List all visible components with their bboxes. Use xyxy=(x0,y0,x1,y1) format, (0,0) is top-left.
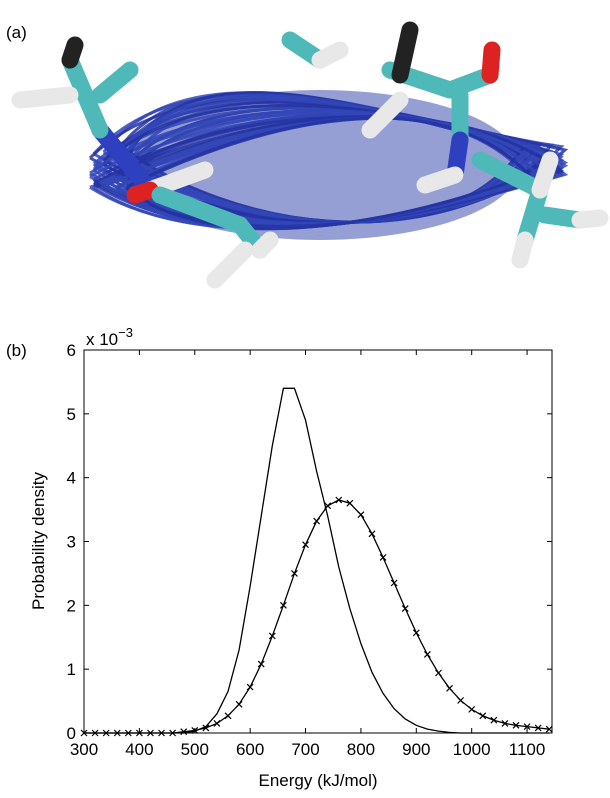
multiplier-exponent: −3 xyxy=(118,325,133,340)
point-marker xyxy=(490,716,498,724)
point-marker xyxy=(246,683,254,691)
point-marker xyxy=(147,729,154,737)
x-tick-label: 1000 xyxy=(453,740,491,759)
bond-stick xyxy=(311,41,349,69)
point-marker xyxy=(324,502,332,510)
point-marker xyxy=(124,729,132,737)
y-tick-label: 1 xyxy=(67,660,76,679)
point-marker xyxy=(235,700,243,708)
point-marker xyxy=(191,727,199,734)
point-marker xyxy=(346,499,354,507)
point-marker xyxy=(291,569,298,577)
y-tick-label: 6 xyxy=(67,341,76,360)
bond-stick xyxy=(206,241,254,289)
point-marker xyxy=(102,729,110,737)
multiplier-base: x 10 xyxy=(86,330,118,349)
point-marker xyxy=(158,729,165,737)
axis-multiplier: x 10−3 xyxy=(86,325,133,349)
point-marker xyxy=(357,511,365,519)
y-axis-label: Probability density xyxy=(29,472,48,610)
bond-stick xyxy=(571,209,609,229)
x-tick-label: 1100 xyxy=(509,740,546,759)
x-tick-label: 600 xyxy=(236,740,264,759)
point-marker xyxy=(113,729,121,737)
point-marker xyxy=(302,541,309,549)
point-marker xyxy=(257,660,265,668)
point-marker xyxy=(368,530,376,538)
bond-stick xyxy=(471,151,549,199)
point-marker xyxy=(479,712,487,720)
panel-label: (b) xyxy=(6,341,27,360)
x-tick-label: 900 xyxy=(402,740,430,759)
x-tick-label: 700 xyxy=(291,740,319,759)
bond-stick xyxy=(151,186,249,234)
point-marker xyxy=(313,517,321,525)
bond-stick xyxy=(251,231,279,259)
bond-stick xyxy=(361,91,409,139)
point-marker xyxy=(534,724,542,732)
point-marker xyxy=(412,629,420,637)
point-marker xyxy=(435,669,442,677)
bond-stick xyxy=(11,86,79,109)
series-line xyxy=(84,499,550,734)
bond-stick xyxy=(61,51,109,139)
y-tick-label: 0 xyxy=(67,724,76,743)
x-tick-label: 800 xyxy=(347,740,375,759)
molecule-image xyxy=(11,21,609,289)
point-marker xyxy=(180,728,188,736)
bond-stick xyxy=(416,166,464,194)
point-marker xyxy=(390,579,398,587)
point-marker xyxy=(202,724,210,732)
point-marker xyxy=(457,697,465,704)
point-marker xyxy=(446,684,453,692)
x-tick-label: 300 xyxy=(70,740,98,759)
plot-frame xyxy=(83,349,553,734)
bond-stick xyxy=(481,41,501,84)
point-marker xyxy=(169,729,177,737)
point-marker xyxy=(213,720,221,727)
point-marker xyxy=(335,496,343,504)
point-marker xyxy=(545,725,553,733)
y-tick-label: 4 xyxy=(67,469,76,488)
y-tick-label: 5 xyxy=(67,405,76,424)
point-marker xyxy=(135,729,143,737)
point-marker xyxy=(401,605,409,612)
point-marker xyxy=(91,729,99,737)
bond-stick xyxy=(61,36,84,69)
bond-stick xyxy=(91,121,159,199)
point-marker xyxy=(268,632,276,640)
bond-stick xyxy=(511,231,534,269)
point-marker xyxy=(423,651,431,658)
y-tick-label: 2 xyxy=(67,596,76,615)
bond-stick xyxy=(91,61,139,104)
x-tick-label: 500 xyxy=(181,740,209,759)
point-marker xyxy=(379,554,387,561)
x-tick-label: 400 xyxy=(125,740,153,759)
x-axis-label: Energy (kJ/mol) xyxy=(258,771,377,790)
bond-stick xyxy=(531,151,559,199)
bond-stick xyxy=(516,181,549,249)
point-marker xyxy=(80,729,88,737)
bond-stick xyxy=(391,21,419,84)
point-marker xyxy=(468,705,476,713)
point-marker xyxy=(279,601,287,609)
point-marker xyxy=(512,721,520,729)
panel-label: (a) xyxy=(6,23,27,42)
series-line xyxy=(84,387,550,734)
y-tick-label: 3 xyxy=(67,533,76,552)
point-marker xyxy=(501,720,509,727)
bond-stick xyxy=(126,181,159,204)
point-marker xyxy=(224,712,232,720)
point-marker xyxy=(523,723,531,731)
